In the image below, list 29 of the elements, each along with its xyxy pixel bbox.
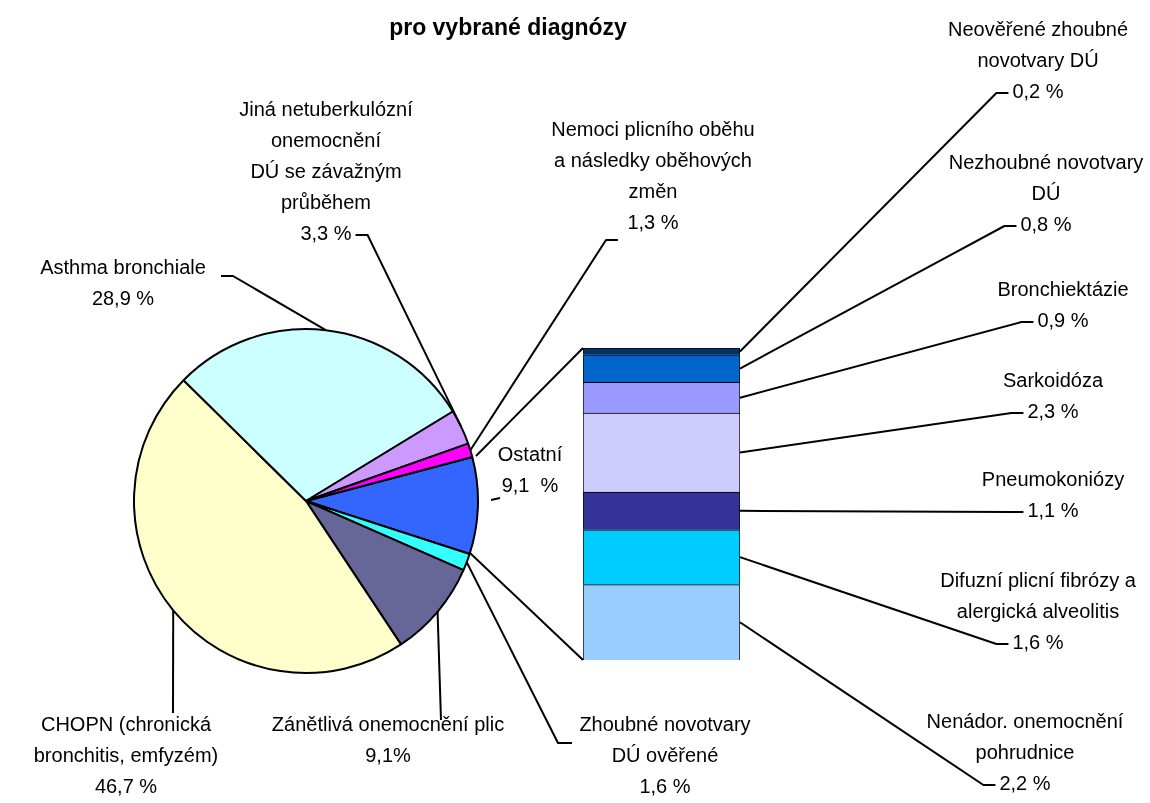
text: Difuzní plicní fibrózy a alergická alveolitis <box>940 568 1137 622</box>
slice-label: CHOPN (chronická bronchitis, emfyzém) <box>33 712 219 766</box>
text: Bronchiektázie <box>997 277 1129 300</box>
data-label: 0,8 % <box>1020 212 1072 235</box>
data-label: 1,1 % <box>1027 498 1079 521</box>
data-label: 28,9 % <box>91 286 155 309</box>
data-label: 9,1 % <box>501 473 559 496</box>
data-label: 1,3 % <box>627 210 679 233</box>
data-label: 2,2 % <box>999 771 1051 794</box>
slice-label: Jiná netuberkulózní onemocnění DÚ se závažným průběhem <box>239 97 414 213</box>
text: Nezhoubné novotvary DÚ <box>948 150 1144 204</box>
data-label: 9,1% <box>365 743 412 766</box>
slice-label: Nemoci plicního oběhu a následky oběhových změn <box>551 117 755 202</box>
text: Sarkoidóza <box>1002 368 1104 391</box>
slice-label: Asthma bronchiale <box>40 255 206 278</box>
data-label: 0,9 % <box>1037 308 1089 331</box>
data-label: 46,7 % <box>94 774 158 797</box>
text: Neověřené zhoubné novotvary DÚ <box>947 17 1129 71</box>
slice-label: Zánětlivá onemocnění plic <box>271 712 505 735</box>
data-label: 1,6 % <box>639 774 691 797</box>
slice-label: Ostatní <box>497 442 563 465</box>
data-label: 0,2 % <box>1012 79 1064 102</box>
data-label: 3,3 % <box>300 221 352 244</box>
data-label: 1,6 % <box>1012 630 1064 653</box>
chart-title: pro vybrané diagnózy <box>388 14 628 41</box>
data-label: 2,3 % <box>1027 399 1079 422</box>
text: Nenádor. onemocnění pohrudnice <box>926 709 1124 763</box>
text: Pneumokoniózy <box>981 467 1125 490</box>
slice-label: Zhoubné novotvary DÚ ověřené <box>579 712 751 766</box>
